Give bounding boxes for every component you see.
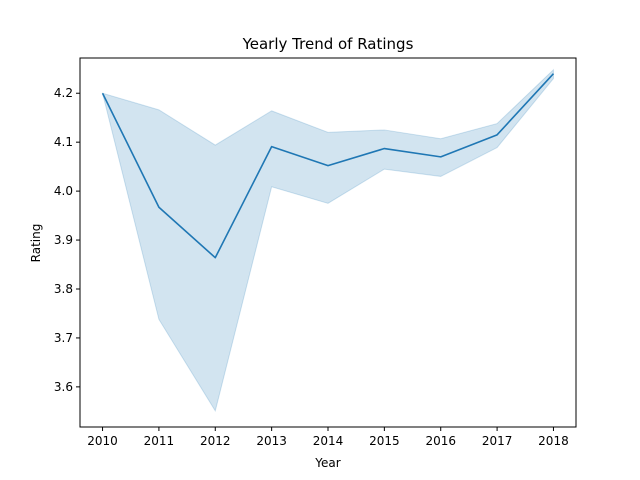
x-tick-label: 2011	[144, 434, 175, 448]
y-axis: 3.6 3.7 3.8 3.9 4.0 4.1 4.2	[54, 86, 80, 394]
x-tick-label: 2013	[256, 434, 287, 448]
y-tick-label: 4.1	[54, 135, 73, 149]
x-tick-label: 2015	[369, 434, 400, 448]
x-tick-label: 2014	[313, 434, 344, 448]
x-tick-label: 2010	[87, 434, 118, 448]
y-tick-label: 3.8	[54, 282, 73, 296]
y-axis-label: Rating	[29, 224, 43, 263]
x-tick-label: 2016	[425, 434, 456, 448]
series-line	[101, 73, 555, 259]
y-tick-label: 4.0	[54, 184, 73, 198]
y-tick-label: 3.9	[54, 233, 73, 247]
y-tick-label: 4.2	[54, 86, 73, 100]
y-tick-label: 3.6	[54, 380, 73, 394]
x-axis-label: Year	[314, 456, 340, 470]
x-tick-label: 2018	[538, 434, 569, 448]
chart-title: Yearly Trend of Ratings	[242, 35, 414, 53]
x-axis: 2010 2011 2012 2013 2014 2015 2016 2017 2018	[87, 427, 569, 448]
confidence-band	[101, 68, 554, 413]
plot-area	[101, 68, 555, 413]
y-tick-label: 3.7	[54, 331, 73, 345]
x-tick-label: 2012	[200, 434, 231, 448]
x-tick-label: 2017	[482, 434, 513, 448]
